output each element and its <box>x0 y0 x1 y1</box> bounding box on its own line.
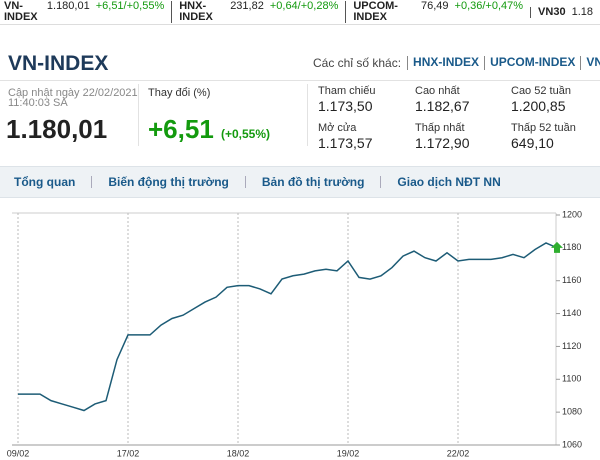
ticker-change: +0,64/+0,28% <box>269 0 339 12</box>
ticker-name: VN-INDEX <box>4 0 38 23</box>
stat-label: Cao nhất <box>415 85 460 97</box>
last-price-marker <box>551 241 563 253</box>
stat-label: Mở cửa <box>318 122 357 134</box>
change-percent: (+0,55%) <box>221 127 271 141</box>
index-link[interactable]: VN30 <box>580 56 600 70</box>
ticker-price: 1.18 <box>571 5 593 18</box>
ticker-item[interactable]: UPCOM-INDEX 76,49 +0,36/+0,47% <box>345 1 530 23</box>
stat-label: Cao 52 tuần <box>511 85 571 97</box>
other-indices: Các chỉ số khác: HNX-INDEX UPCOM-INDEX V… <box>313 56 600 70</box>
index-title: VN-INDEX <box>8 52 109 75</box>
tab[interactable]: Bản đồ thị trường <box>244 176 381 188</box>
y-tick-label: 1080 <box>562 407 582 417</box>
others-label: Các chỉ số khác: <box>313 56 402 70</box>
ticker-price: 1.180,01 <box>46 0 90 12</box>
tab[interactable]: Giao dịch NĐT NN <box>380 176 516 188</box>
divider <box>307 84 308 146</box>
ticker-item[interactable]: HNX-INDEX 231,82 +0,64/+0,28% <box>171 1 345 23</box>
ticker-bar: VN-INDEX 1.180,01 +6,51/+0,55% HNX-INDEX 231… <box>0 0 600 25</box>
stat-value: 1.173,57 <box>318 135 373 151</box>
change-label: Thay đổi (%) <box>148 87 211 99</box>
x-tick-label: 09/02 <box>7 448 30 458</box>
x-tick-label: 18/02 <box>227 448 250 458</box>
divider <box>0 80 600 81</box>
index-link[interactable]: UPCOM-INDEX <box>484 56 580 70</box>
index-price: 1.180,01 <box>6 114 108 144</box>
divider <box>138 84 139 146</box>
ticker-item[interactable]: VN30 1.18 <box>530 5 600 18</box>
y-tick-label: 1120 <box>562 341 581 351</box>
x-tick-label: 22/02 <box>447 448 470 458</box>
stat-value: 649,10 <box>511 135 554 151</box>
change-value: +6,51 <box>148 114 214 144</box>
stat-value: 1.172,90 <box>415 135 470 151</box>
chart: 1060 1080 1100 1120 1140 1160 1180 1200 09/02 17/… <box>7 210 582 458</box>
ticker-name: VN30 <box>538 5 566 18</box>
updated-time: 11:40:03 SA <box>8 97 68 109</box>
x-tick-label: 17/02 <box>117 448 140 458</box>
y-tick-label: 1100 <box>562 374 581 384</box>
ticker-change: +6,51/+0,55% <box>95 0 165 12</box>
y-tick-label: 1180 <box>562 242 581 252</box>
ticker-change: +0,36/+0,47% <box>454 0 524 12</box>
ticker-price: 76,49 <box>421 0 449 12</box>
stat-label: Thấp nhất <box>415 122 465 134</box>
y-tick-label: 1200 <box>562 210 582 219</box>
x-tick-label: 19/02 <box>337 448 360 458</box>
ticker-name: HNX-INDEX <box>179 0 213 23</box>
updated-date: Cập nhật ngày 22/02/2021 <box>8 87 138 99</box>
ticker-price: 231,82 <box>230 0 264 12</box>
tab-bar: Tổng quan Biến động thị trường Bản đồ thị … <box>0 166 600 198</box>
ticker-item[interactable]: VN-INDEX 1.180,01 +6,51/+0,55% <box>0 1 171 23</box>
tab[interactable]: Tổng quan <box>14 175 76 189</box>
y-tick-label: 1160 <box>562 275 581 285</box>
tab[interactable]: Biến động thị trường <box>91 176 245 188</box>
stat-value: 1.173,50 <box>318 98 373 114</box>
price-line <box>18 242 558 412</box>
stat-value: 1.200,85 <box>511 98 566 114</box>
index-link[interactable]: HNX-INDEX <box>407 56 484 70</box>
stat-value: 1.182,67 <box>415 98 470 114</box>
y-tick-label: 1140 <box>562 308 581 318</box>
y-tick-label: 1060 <box>562 439 582 449</box>
ticker-name: UPCOM-INDEX <box>353 0 398 23</box>
stat-label: Tham chiếu <box>318 85 376 97</box>
stat-label: Thấp 52 tuần <box>511 122 576 134</box>
